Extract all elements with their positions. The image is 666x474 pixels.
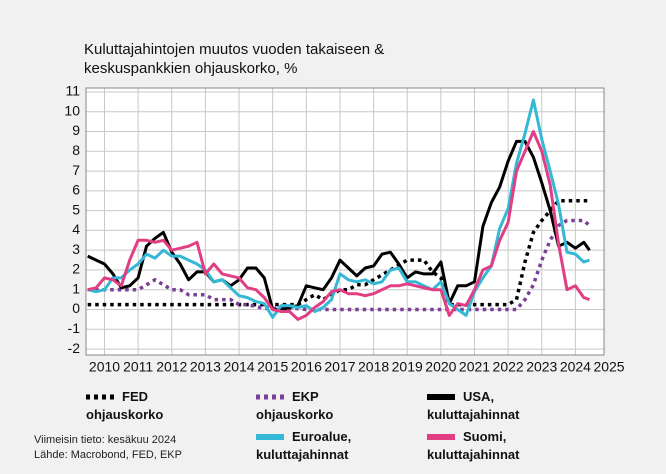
note: Lähde: Macrobond, FED, EKP — [34, 449, 182, 461]
y-tick-label: 5 — [72, 201, 80, 217]
x-tick-label: 2015 — [257, 359, 288, 375]
y-tick-label: 4 — [72, 221, 80, 237]
legend-item: EKP ohjauskorko — [256, 388, 406, 424]
y-tick-label: 0 — [72, 300, 80, 316]
y-tick-label: 10 — [64, 102, 80, 118]
note: Viimeisin tieto: kesäkuu 2024 — [34, 434, 177, 446]
legend-swatch — [86, 394, 114, 400]
y-tick-label: 9 — [72, 122, 80, 138]
legend-label: Suomi, kuluttajahinnat — [427, 429, 520, 462]
legend-label: EKP ohjauskorko — [256, 389, 334, 422]
x-tick-label: 2024 — [560, 359, 591, 375]
y-tick-label: -2 — [68, 340, 81, 356]
x-tick-label: 2020 — [425, 359, 456, 375]
legend-item: Suomi, kuluttajahinnat — [427, 428, 577, 464]
y-tick-label: 1 — [72, 280, 80, 296]
x-tick-label: 2010 — [89, 359, 120, 375]
plot-area — [86, 88, 604, 355]
x-tick-label: 2014 — [223, 359, 254, 375]
legend-label: FED ohjauskorko — [86, 389, 164, 422]
series-line — [87, 98, 590, 319]
legend-item: Euroalue, kuluttajahinnat — [256, 428, 406, 464]
x-tick-label: 2022 — [493, 359, 524, 375]
legend-swatch — [256, 434, 284, 440]
x-tick-label: 2011 — [123, 359, 153, 375]
x-tick-label: 2023 — [526, 359, 557, 375]
y-tick-label: 6 — [72, 182, 80, 198]
series-line — [87, 218, 591, 312]
legend-item: FED ohjauskorko — [86, 388, 236, 424]
legend-swatch — [427, 394, 455, 400]
legend-label: Euroalue, kuluttajahinnat — [256, 429, 352, 462]
series-line — [87, 130, 590, 321]
y-tick-label: 7 — [72, 162, 80, 178]
x-tick-label: 2019 — [392, 359, 423, 375]
y-tick-label: -1 — [68, 320, 81, 336]
legend-swatch — [427, 434, 455, 440]
x-tick-label: 2018 — [358, 359, 389, 375]
x-tick-label: 2017 — [324, 359, 355, 375]
legend-label: USA, kuluttajahinnat — [427, 389, 520, 422]
x-tick-label: 2025 — [593, 359, 624, 375]
y-tick-label: 11 — [65, 83, 80, 99]
series-line — [87, 139, 591, 311]
x-tick-label: 2012 — [156, 359, 187, 375]
y-tick-label: 8 — [72, 142, 80, 158]
x-tick-label: 2016 — [291, 359, 322, 375]
legend-item: USA, kuluttajahinnat — [427, 388, 577, 424]
y-tick-label: 2 — [72, 261, 80, 277]
legend-swatch — [256, 394, 284, 400]
plot-border — [85, 87, 605, 356]
series-line — [87, 198, 590, 307]
x-tick-label: 2013 — [190, 359, 221, 375]
chart-title: Kuluttajahintojen muutos vuoden takaisee… — [84, 41, 385, 77]
x-tick-label: 2021 — [459, 359, 490, 375]
y-tick-label: 3 — [72, 241, 80, 257]
